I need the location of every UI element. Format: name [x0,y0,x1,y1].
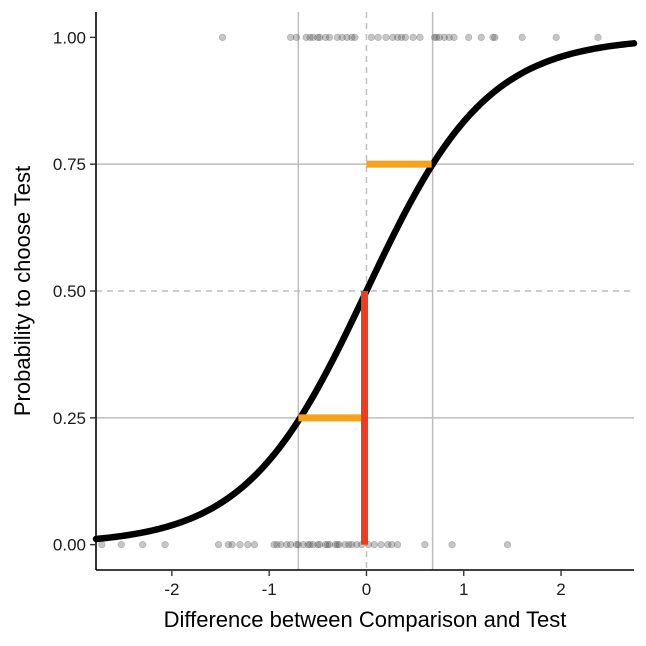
data-point [388,541,396,549]
data-point [117,541,125,549]
data-point [331,541,339,549]
data-point [351,33,359,41]
data-point [370,541,378,549]
data-point [292,33,301,41]
data-point [440,33,448,41]
data-point [139,541,147,549]
data-point [306,541,314,549]
data-point [353,541,361,549]
data-point [393,33,402,41]
data-point [409,33,417,41]
threshold-segments [298,160,432,545]
data-point [416,33,424,41]
data-point [321,541,330,549]
data-point [421,541,429,549]
data-point [314,33,322,41]
data-point [323,541,332,549]
data-point [435,33,444,41]
data-point [244,541,252,549]
data-point [389,33,397,41]
y-tick-label: 0.75 [53,155,86,174]
data-point [445,33,453,41]
data-point [397,33,406,41]
y-tick-label: 0.50 [53,282,86,301]
y-tick-label: 0.25 [53,409,86,428]
data-point [286,541,295,549]
data-points [98,33,602,549]
x-tick-label: 1 [459,580,468,599]
data-point [518,33,526,41]
data-point [491,33,499,41]
data-point [594,33,602,41]
x-tick-label: 2 [556,580,565,599]
data-point [277,541,285,549]
data-point [270,541,278,549]
data-point [377,541,385,549]
data-point [341,541,349,549]
data-point [552,33,560,41]
data-point [250,541,259,549]
data-point [335,541,343,549]
data-point [214,541,223,549]
data-point [432,33,441,41]
data-point [325,33,334,41]
data-point [430,33,439,41]
x-tick-label: -2 [164,580,179,599]
data-point [401,33,409,41]
data-point [316,33,324,41]
data-point [343,33,351,41]
data-point [477,33,485,41]
data-point [306,33,314,41]
data-point [292,541,301,549]
data-point [236,541,244,549]
data-point [450,33,458,41]
data-point [309,541,317,549]
data-point [338,33,346,41]
data-point [228,541,236,549]
x-ticks: -2 -1 0 1 2 [164,570,566,599]
data-point [382,33,390,41]
data-point [316,541,324,549]
data-point [367,33,375,41]
y-ticks: 0.00 0.25 0.50 0.75 1.00 [53,28,96,555]
x-tick-label: 0 [362,580,371,599]
data-point [333,541,341,549]
data-point [304,541,312,549]
data-point [384,541,392,549]
x-axis-title: Difference between Comparison and Test [164,607,567,632]
data-point [299,541,307,549]
data-point [348,541,356,549]
data-point [374,33,382,41]
data-point [314,541,322,549]
data-point [302,33,310,41]
x-tick-label: -1 [262,580,277,599]
data-point [489,33,497,41]
data-point [448,541,456,549]
data-point [393,541,402,549]
data-point [348,33,356,41]
data-point [333,33,341,41]
data-point [294,541,302,549]
data-point [465,33,473,41]
data-point [218,33,227,41]
data-point [273,541,281,549]
data-point [286,33,295,41]
data-point [161,541,169,549]
data-point [503,541,512,549]
y-axis-title: Probability to choose Test [10,166,35,416]
data-point [309,33,317,41]
data-point [98,541,106,549]
data-point [345,541,353,549]
data-point [321,33,330,41]
data-point [283,541,291,549]
y-tick-label: 0.00 [53,536,86,555]
y-tick-label: 1.00 [53,28,86,47]
data-point [224,541,232,549]
data-point [325,541,334,549]
